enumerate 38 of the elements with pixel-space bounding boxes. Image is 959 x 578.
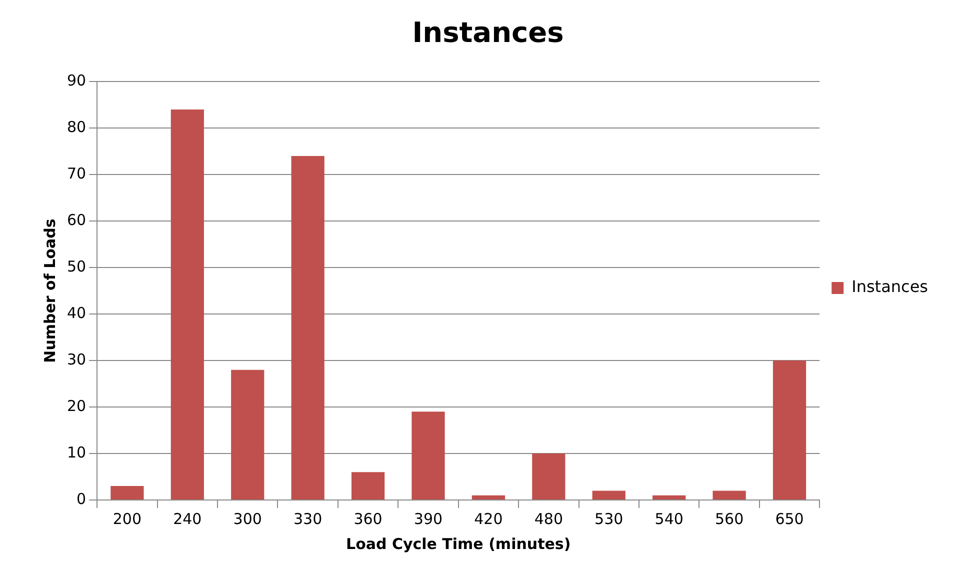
bar — [291, 156, 324, 500]
x-tick-label: 390 — [414, 510, 443, 528]
y-tick-label: 10 — [66, 443, 86, 462]
x-tick-label: 480 — [534, 510, 563, 528]
bar — [532, 454, 566, 500]
y-tick-label: 30 — [66, 350, 86, 368]
x-tick-label: 540 — [654, 510, 684, 528]
x-tick-label: 200 — [112, 510, 142, 528]
x-tick-label: 650 — [775, 510, 804, 528]
y-tick-label: 20 — [66, 396, 86, 415]
x-tick-label: 330 — [294, 510, 322, 528]
bar — [170, 109, 204, 500]
x-tick-label: 240 — [173, 510, 202, 528]
x-tick-label: 360 — [354, 510, 382, 528]
bar — [412, 412, 445, 500]
y-tick-label: 50 — [66, 257, 86, 276]
y-tick-label: 0 — [76, 490, 86, 508]
x-tick-label: 560 — [714, 510, 744, 528]
x-tick-label: 530 — [594, 510, 624, 528]
bar — [472, 495, 506, 500]
y-tick-label: 90 — [66, 71, 86, 90]
bar — [592, 490, 626, 500]
y-tick-label: 70 — [66, 164, 86, 182]
bar — [772, 360, 806, 500]
x-tick-label: 420 — [474, 510, 503, 528]
bar — [652, 495, 686, 500]
x-axis-title: Load Cycle Time (minutes) — [346, 534, 571, 553]
chart-title: Instances — [412, 16, 564, 50]
x-tick-label: 300 — [233, 510, 262, 528]
bar — [351, 472, 385, 500]
bar — [231, 370, 264, 500]
y-axis-title: Number of Loads — [40, 218, 59, 363]
y-tick-label: 40 — [66, 304, 86, 322]
legend-label: Instances — [852, 277, 928, 296]
y-tick-label: 80 — [66, 118, 86, 136]
bar — [110, 486, 144, 500]
y-tick-label: 60 — [66, 210, 86, 229]
bar — [712, 490, 746, 500]
